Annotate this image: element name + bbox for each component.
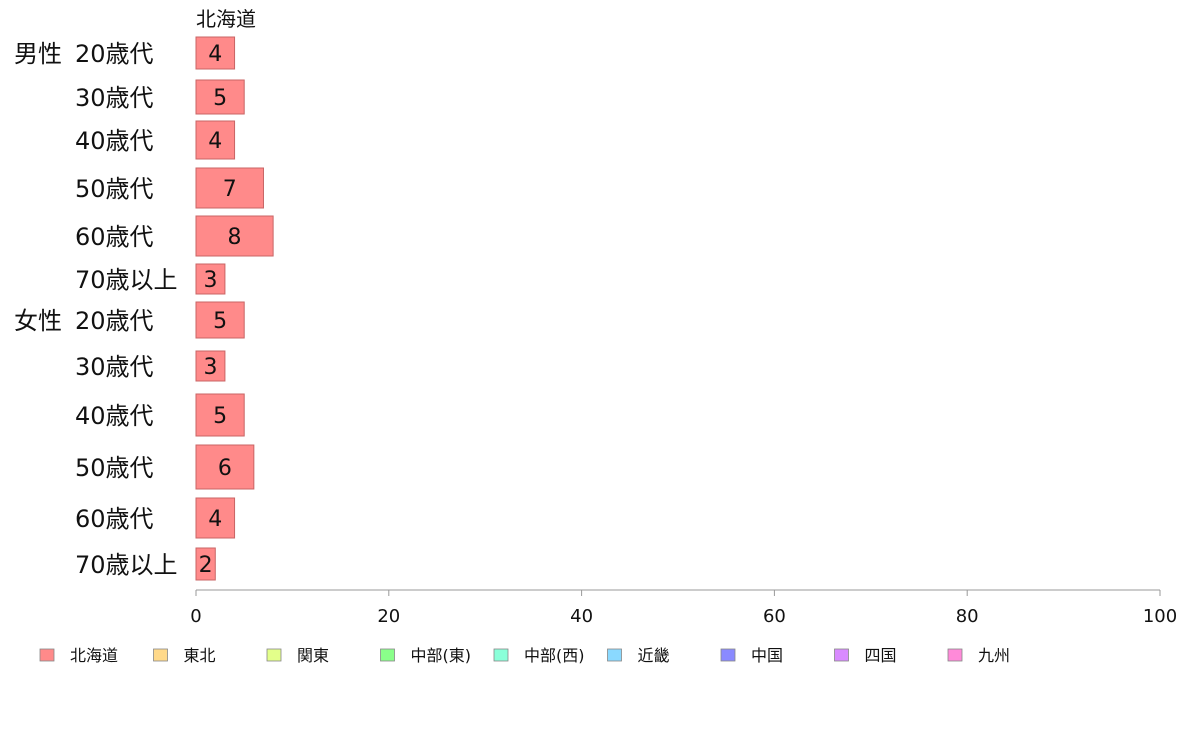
- bar-value-label: 4: [208, 42, 222, 67]
- group-label: 男性: [14, 40, 62, 68]
- bar: [195, 120, 236, 160]
- category-label: 20歳代: [75, 40, 154, 68]
- legend-swatch: [266, 648, 282, 662]
- bar: [195, 301, 245, 339]
- bar: [195, 547, 216, 581]
- x-tick-label: 80: [956, 606, 979, 627]
- legend-swatch: [834, 648, 849, 662]
- bar-value-label: 3: [203, 268, 217, 293]
- category-label: 50歳代: [75, 175, 154, 203]
- category-label: 60歳代: [75, 223, 154, 251]
- category-label: 70歳以上: [75, 266, 178, 294]
- legend-label: 九州: [978, 646, 1010, 665]
- legend-swatch: [39, 648, 55, 662]
- category-label: 40歳代: [75, 402, 154, 430]
- x-tick-label: 20: [377, 606, 400, 627]
- bar-value-label: 5: [213, 86, 227, 111]
- x-tick-label: 60: [763, 606, 786, 627]
- legend-label: 関東: [297, 646, 329, 665]
- category-label: 20歳代: [75, 307, 154, 335]
- bar: [195, 79, 245, 115]
- legend-label: 東北: [184, 646, 216, 665]
- x-tick-label: 0: [190, 606, 201, 627]
- legend-label: 北海道: [70, 646, 118, 665]
- legend-swatch: [380, 648, 395, 662]
- category-label: 30歳代: [75, 353, 154, 381]
- category-label: 50歳代: [75, 454, 154, 482]
- bar-value-label: 5: [213, 309, 227, 334]
- bar-value-label: 6: [218, 456, 232, 481]
- bar: [195, 393, 245, 437]
- bar: [195, 497, 236, 539]
- legend-label: 中部(東): [411, 646, 472, 665]
- legend-label: 近畿: [638, 646, 670, 665]
- bar-value-label: 2: [199, 553, 213, 578]
- legend-label: 中部(西): [524, 646, 585, 665]
- bar: [195, 167, 264, 209]
- bar-value-label: 5: [213, 404, 227, 429]
- legend-swatch: [607, 648, 622, 662]
- category-label: 30歳代: [75, 84, 154, 112]
- bar: [195, 36, 236, 70]
- bar-value-label: 3: [203, 355, 217, 380]
- category-label: 60歳代: [75, 505, 154, 533]
- bar: [195, 215, 274, 257]
- bar: [195, 444, 255, 490]
- x-tick-label: 40: [570, 606, 593, 627]
- x-tick-label: 100: [1143, 606, 1177, 627]
- legend-swatch: [947, 648, 963, 662]
- bar-value-label: 7: [223, 177, 237, 202]
- legend-swatch: [153, 648, 168, 662]
- legend-swatch: [493, 648, 509, 662]
- bar: [195, 350, 226, 382]
- bar-value-label: 8: [228, 225, 242, 250]
- bar: [195, 263, 226, 295]
- legend-swatch: [720, 648, 736, 662]
- bar-value-label: 4: [208, 507, 222, 532]
- category-label: 40歳代: [75, 127, 154, 155]
- category-label: 70歳以上: [75, 551, 178, 579]
- bar-value-label: 4: [208, 129, 222, 154]
- legend-label: 中国: [751, 646, 783, 665]
- group-label: 女性: [14, 307, 62, 335]
- column-header: 北海道: [196, 7, 256, 31]
- legend-label: 四国: [865, 646, 897, 665]
